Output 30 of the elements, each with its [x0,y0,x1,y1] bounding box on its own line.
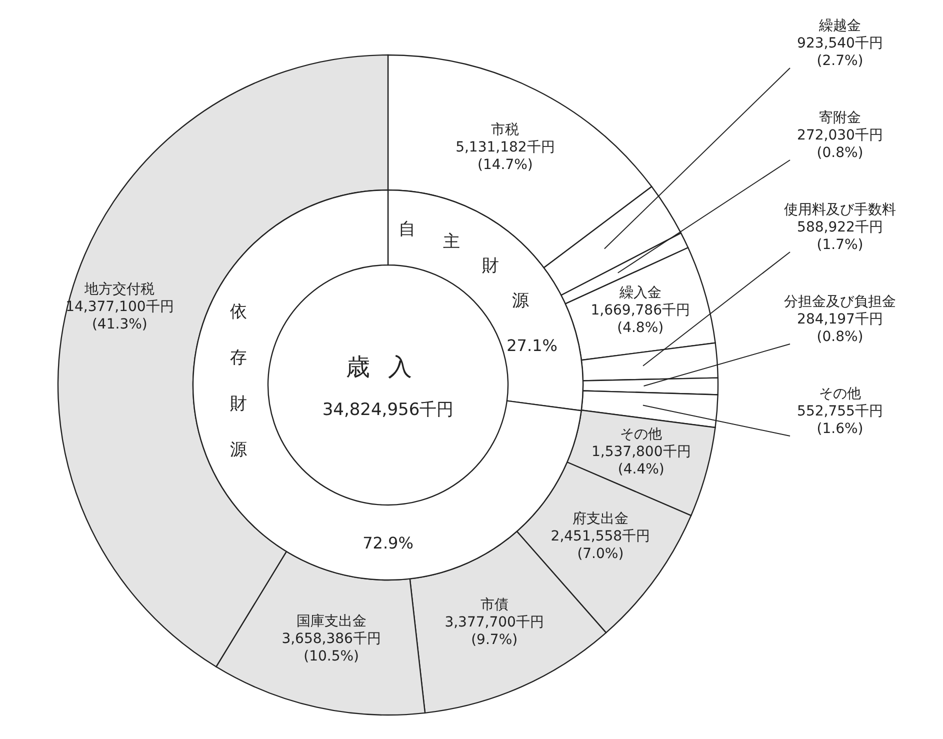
slice-label: その他 [620,426,662,442]
slice-label: 分担金及び負担金 [784,294,896,310]
data-label: 14,377,100千円 (41.3%) [66,299,174,333]
category-label: 自主財源 [398,220,530,311]
data-label: 72.9% [362,534,414,552]
slice-label: 市税 [491,122,520,138]
data-label: 272,030千円 (0.8%) [797,128,883,161]
text: 歳入 [346,353,430,381]
slice-label: 府支出金 [572,511,628,528]
text: 34,824,956千円 [322,400,454,420]
data-label: 588,922千円 (1.7%) [797,220,883,253]
slice-label: 使用料及び手数料 [784,202,896,218]
slice-label: 繰越金 [818,18,861,34]
slice-label: 地方交付税 [84,282,155,298]
data-label: 1,537,800千円 (4.4%) [592,444,691,478]
slice-label: その他 [819,386,861,402]
data-label: 1,669,786千円 (4.8%) [590,302,690,336]
data-label: 27.1% [506,336,558,356]
data-label: 284,197千円 (0.8%) [797,312,883,345]
slice-label: 依存財源 [228,289,248,473]
data-label: 5,131,182千円 (14.7%) [456,140,555,174]
slice-label: 市債 [480,596,508,613]
data-label: 923,540千円 (2.7%) [797,36,883,69]
data-label: 2,451,558千円 (7.0%) [550,528,650,562]
slice-label: 寄附金 [819,110,861,126]
data-label: 552,755千円 (1.6%) [797,404,883,437]
slice-label: 国庫支出金 [296,613,366,630]
data-label: 3,658,386千円 (10.5%) [282,630,381,664]
data-label: 3,377,700千円 (9.7%) [444,614,544,648]
slice-label: 繰入金 [618,284,662,301]
